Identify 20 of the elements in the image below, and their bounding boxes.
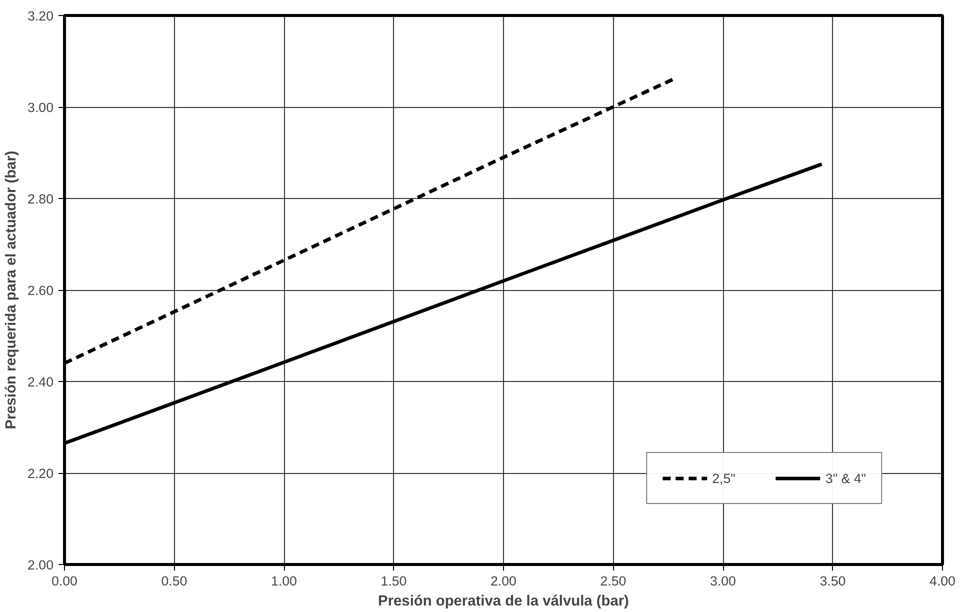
y-tick-label: 2.40 (28, 374, 54, 390)
x-tick-label: 2.00 (490, 574, 516, 588)
x-tick-label: 2.50 (600, 574, 626, 588)
x-tick-label: 3.50 (820, 574, 846, 588)
x-axis-title: Presión operativa de la válvula (bar) (378, 594, 630, 610)
legend-label: 2,5" (712, 470, 736, 486)
x-tick-label: 0.00 (52, 574, 78, 588)
y-tick-label: 2.00 (28, 558, 54, 572)
y-axis-title: Presión requerida para el actuador (bar) (4, 150, 20, 430)
y-tick-label: 2.20 (28, 466, 54, 481)
x-tick-label: 1.50 (380, 574, 407, 588)
y-tick-label: 2.80 (28, 192, 54, 206)
y-tick-label: 3.00 (28, 100, 54, 115)
legend-label: 3" & 4" (825, 470, 866, 486)
x-tick-label: 3.00 (710, 574, 736, 588)
x-tick-label: 4.00 (930, 574, 956, 588)
x-tick-label: 0.50 (161, 574, 188, 588)
x-tick-label: 1.00 (271, 574, 297, 588)
y-tick-label: 2.60 (28, 283, 54, 298)
y-tick-label: 3.20 (28, 8, 54, 24)
